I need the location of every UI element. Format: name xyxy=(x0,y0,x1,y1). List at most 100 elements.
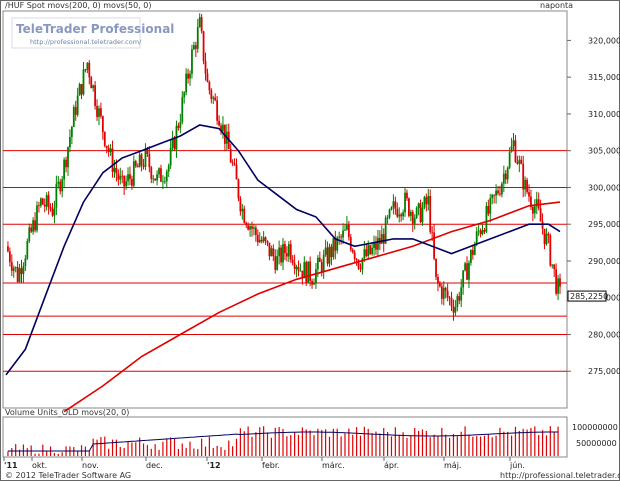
volume-bar xyxy=(325,429,327,456)
volume-bar xyxy=(476,436,478,456)
x-tick-label: '11 xyxy=(4,461,18,470)
volume-bar xyxy=(421,429,424,456)
candle-body xyxy=(347,224,350,238)
x-axis: '11 okt. nov. dec. '12 febr. márc. ápr. máj. jún. xyxy=(3,457,525,470)
volume-bar xyxy=(359,435,362,456)
y-tick-label: 300,0000 xyxy=(588,183,620,192)
volume-bar xyxy=(557,426,559,456)
x-tick-label: febr. xyxy=(262,461,280,470)
candle-body xyxy=(516,161,519,164)
candle-body xyxy=(185,73,188,93)
candle-body xyxy=(272,248,275,257)
volume-bar xyxy=(158,449,160,456)
volume-bar xyxy=(42,444,44,456)
candle-body xyxy=(355,258,358,260)
volume-bar xyxy=(433,434,435,456)
volume-bar xyxy=(212,447,214,456)
volume-bar xyxy=(460,431,462,456)
volume-bar xyxy=(417,430,420,456)
candle-body xyxy=(107,147,110,153)
candle-body xyxy=(142,165,145,167)
x-tick-label: okt. xyxy=(32,461,47,470)
candle-body xyxy=(165,171,168,182)
candle-body xyxy=(237,179,240,199)
candle-body xyxy=(94,85,97,106)
candle-body xyxy=(491,194,494,199)
candle-body xyxy=(158,168,160,175)
volume-bar xyxy=(220,447,222,456)
candle-body xyxy=(146,148,149,154)
volume-bar xyxy=(522,428,524,456)
candle-body xyxy=(495,190,497,196)
volume-bar xyxy=(208,436,210,456)
candle-body xyxy=(375,241,377,250)
candle-body xyxy=(440,286,443,299)
candle-body xyxy=(320,261,323,273)
volume-bar xyxy=(479,436,482,456)
candle-body xyxy=(522,163,525,190)
candle-body xyxy=(121,175,124,177)
volume-bar xyxy=(445,434,447,456)
logo-brand: TeleTrader Professional xyxy=(16,22,174,36)
volume-bar xyxy=(173,438,176,456)
candle-body xyxy=(123,175,126,187)
candle-body xyxy=(136,166,139,168)
candle-body xyxy=(289,244,292,260)
volume-bar xyxy=(336,428,338,456)
candle-body xyxy=(315,269,317,283)
candle-body xyxy=(524,179,527,190)
volume-bar xyxy=(150,448,152,456)
candle-body xyxy=(24,258,27,267)
candle-body xyxy=(530,196,532,207)
candle-body xyxy=(239,198,242,212)
volume-bar xyxy=(22,444,25,456)
candle-body xyxy=(427,195,430,205)
candle-body xyxy=(14,267,17,268)
candle-body xyxy=(241,208,244,212)
volume-bar xyxy=(53,452,56,456)
candle-body xyxy=(268,242,271,257)
volume-bar xyxy=(274,427,276,456)
candle-body xyxy=(549,235,552,266)
candle-body xyxy=(456,296,459,308)
candle-body xyxy=(67,147,69,168)
candle-body xyxy=(45,195,48,207)
candle-body xyxy=(150,167,153,179)
candle-body xyxy=(41,198,44,205)
candle-body xyxy=(254,227,257,235)
candle-body xyxy=(466,263,468,280)
candle-body xyxy=(96,105,98,117)
candle-body xyxy=(39,198,42,206)
candle-body xyxy=(12,267,15,271)
candle-body xyxy=(117,173,120,180)
candle-body xyxy=(88,62,91,78)
candle-body xyxy=(262,237,265,242)
candle-body xyxy=(386,217,389,219)
candle-body xyxy=(220,125,222,131)
candle-body xyxy=(408,198,410,216)
volume-bar xyxy=(127,441,129,456)
volume-bar xyxy=(510,435,513,456)
volume-bar xyxy=(18,449,21,456)
candle-body xyxy=(229,149,232,163)
volume-bar xyxy=(228,440,230,456)
volume-bar xyxy=(146,444,149,456)
volume-bar xyxy=(553,432,555,456)
candle-body xyxy=(216,100,219,121)
candle-body xyxy=(101,116,104,132)
candle-body xyxy=(70,126,73,138)
y-tick-label: 310,0000 xyxy=(588,110,620,119)
candle-body xyxy=(32,220,35,232)
candle-body xyxy=(109,148,112,153)
x-tick-label: ápr. xyxy=(384,461,399,470)
volume-bar xyxy=(15,444,17,456)
volume-bar xyxy=(495,435,497,456)
candle-body xyxy=(297,266,300,271)
candle-body xyxy=(309,261,312,281)
volume-bar xyxy=(452,433,455,456)
volume-bar xyxy=(340,436,342,456)
volume-bar xyxy=(57,453,59,456)
candle-body xyxy=(500,183,503,195)
candle-body xyxy=(363,249,366,259)
candle-body xyxy=(406,192,408,199)
